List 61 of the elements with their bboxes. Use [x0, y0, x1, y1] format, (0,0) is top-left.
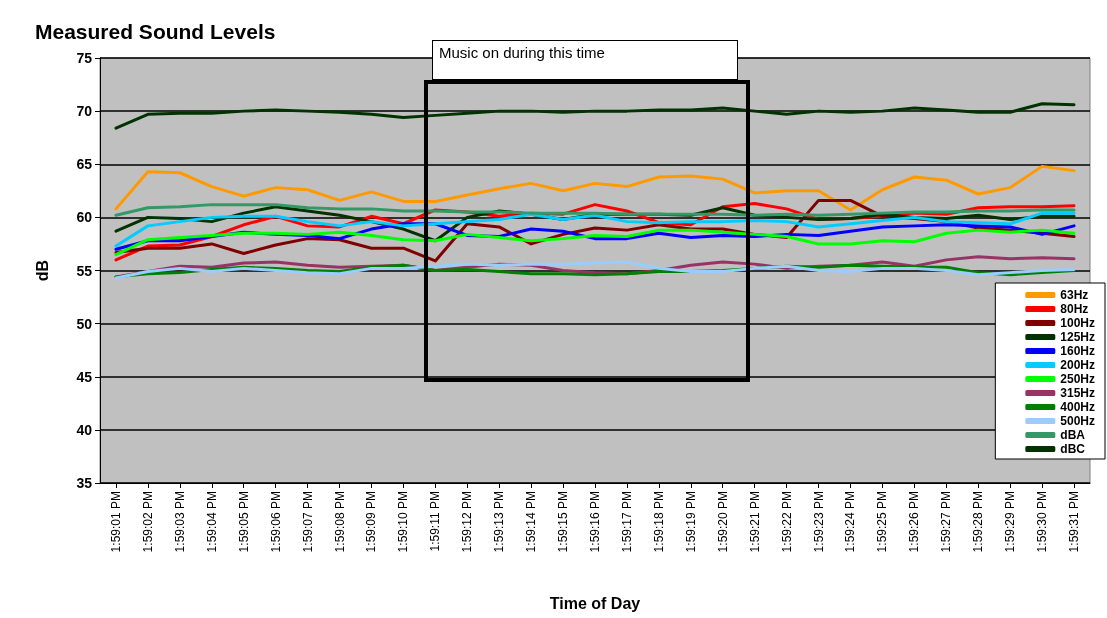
y-tick-label: 40 [76, 421, 93, 438]
x-tick-label: 1:59:13 PM [492, 491, 507, 553]
y-tick-label: 50 [76, 315, 93, 332]
x-tick-label: 1:59:09 PM [364, 491, 379, 553]
line-series [114, 203, 1076, 217]
line-series [114, 228, 1076, 257]
x-tick-label: 1:59:30 PM [1035, 491, 1050, 553]
x-tick-label: 1:59:28 PM [971, 491, 986, 553]
x-tick-label: 1:59:01 PM [108, 491, 123, 553]
x-tick-label: 1:59:03 PM [172, 491, 187, 553]
chart-title: Measured Sound Levels [35, 20, 276, 43]
x-tick-label: 1:59:27 PM [939, 491, 954, 553]
legend-label: dBC [1060, 442, 1086, 456]
x-tick-label: 1:59:17 PM [619, 491, 634, 553]
x-tick-label: 1:59:12 PM [460, 491, 475, 553]
legend-label: 160Hz [1060, 344, 1095, 358]
x-tick-label: 1:59:31 PM [1067, 491, 1082, 553]
line-series [114, 164, 1076, 212]
x-tick-label: 1:59:26 PM [907, 491, 922, 553]
line-series [114, 102, 1076, 130]
x-tick-label: 1:59:10 PM [396, 491, 411, 553]
y-tick-label: 55 [76, 262, 93, 279]
y-tick-label: 60 [76, 209, 93, 226]
x-tick-label: 1:59:25 PM [875, 491, 890, 553]
legend-label: 500Hz [1060, 414, 1095, 428]
legend-label: dBA [1060, 428, 1086, 442]
y-tick-label: 75 [76, 50, 93, 66]
x-tick-label: 1:59:07 PM [300, 491, 315, 553]
x-tick-label: 1:59:06 PM [268, 491, 283, 553]
x-axis-title: Time of Day [549, 594, 641, 612]
y-tick-label: 35 [76, 475, 93, 491]
x-tick-label: 1:59:05 PM [236, 491, 251, 553]
y-tick-label: 65 [76, 156, 93, 173]
y-axis-title: dB [33, 259, 51, 282]
x-tick-label: 1:59:11 PM [428, 491, 443, 552]
x-tick-label: 1:59:21 PM [747, 491, 762, 553]
x-tick-label: 1:59:19 PM [683, 491, 698, 553]
legend-label: 400Hz [1060, 400, 1095, 414]
x-tick-label: 1:59:16 PM [588, 491, 602, 553]
legend-label: 315Hz [1060, 386, 1095, 400]
y-tick-label: 45 [76, 368, 93, 385]
legend-label: 63Hz [1060, 288, 1089, 302]
legend-label: 250Hz [1060, 372, 1095, 386]
x-tick-label: 1:59:15 PM [556, 491, 571, 553]
legend-label: 80Hz [1060, 302, 1089, 316]
x-tick-label: 1:59:24 PM [843, 491, 858, 553]
x-tick-label: 1:59:02 PM [140, 491, 155, 553]
x-tick-label: 1:59:08 PM [332, 491, 347, 553]
y-tick-label: 70 [76, 103, 93, 120]
x-tick-label: 1:59:23 PM [811, 491, 826, 553]
x-tick-label: 1:59:22 PM [779, 491, 794, 553]
annotation: Music on during this time [439, 44, 605, 61]
x-tick-label: 1:59:18 PM [651, 491, 666, 553]
legend-label: 200Hz [1060, 358, 1095, 372]
x-tick-label: 1:59:29 PM [1003, 491, 1018, 553]
x-tick-label: 1:59:04 PM [204, 491, 219, 553]
x-tick-label: 1:59:20 PM [715, 491, 730, 553]
legend-label: 100Hz [1060, 316, 1095, 330]
line-series [114, 211, 1076, 248]
legend-label: 125Hz [1060, 330, 1095, 344]
x-tick-label: 1:59:14 PM [524, 491, 539, 553]
